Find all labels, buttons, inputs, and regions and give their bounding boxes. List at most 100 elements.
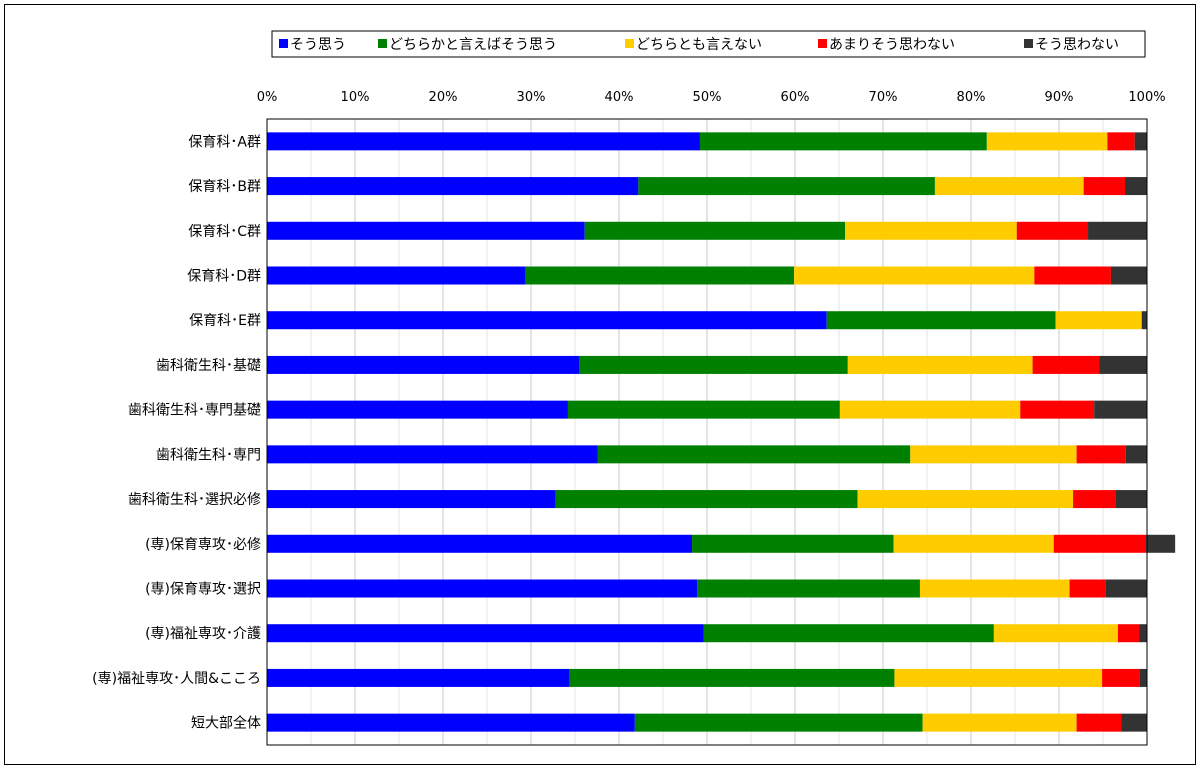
bar-segment: [1076, 713, 1122, 732]
bar-segment: [1083, 177, 1125, 196]
legend-label: そう思わない: [1035, 37, 1119, 53]
bar-segment: [1020, 400, 1095, 419]
x-tick-label: 40%: [605, 90, 634, 105]
bar-segment: [1134, 132, 1147, 151]
bar-segment: [1139, 624, 1147, 643]
bar-segment: [584, 221, 846, 240]
bar-segment: [993, 624, 1118, 643]
bar-segment: [1110, 266, 1147, 285]
x-tick-label: 60%: [781, 90, 810, 105]
legend-swatch: [625, 39, 634, 48]
legend-swatch: [378, 39, 387, 48]
category-label: 保育科･A群: [188, 134, 261, 150]
x-tick-label: 90%: [1045, 90, 1074, 105]
bar-segment: [1073, 490, 1116, 509]
category-label: 歯科衛生科･専門: [156, 447, 261, 463]
category-label: (専)保育専攻･必修: [145, 537, 261, 553]
legend-swatch: [1024, 39, 1033, 48]
bar-segment: [1121, 713, 1147, 732]
bar-segment: [910, 445, 1077, 464]
bar-segment: [267, 445, 598, 464]
bar-segment: [794, 266, 1035, 285]
category-label: 歯科衛生科･選択必修: [128, 492, 261, 508]
bar-segment: [267, 668, 570, 687]
bar-segment: [1107, 132, 1135, 151]
bar-segment: [699, 132, 987, 151]
bar-segment: [1125, 445, 1147, 464]
bar-segment: [1069, 579, 1106, 598]
bar-segment: [525, 266, 795, 285]
category-label: (専)福祉専攻･人間&こころ: [92, 671, 261, 687]
bar-segment: [1094, 400, 1147, 419]
x-axis-tick-labels: 0% 10% 20% 30% 40% 50% 60% 70% 80% 90% 100%: [257, 90, 1166, 105]
category-label: 保育科･D群: [187, 269, 261, 285]
bar-segment: [555, 490, 858, 509]
legend-swatch: [279, 39, 288, 48]
bar-segment: [267, 266, 526, 285]
x-tick-label: 100%: [1128, 90, 1165, 105]
bar-segment: [597, 445, 911, 464]
bar-segment: [692, 534, 894, 553]
category-label: 歯科衛生科･専門基礎: [128, 402, 261, 419]
x-tick-label: 50%: [693, 90, 722, 105]
category-label: (専)保育専攻･選択: [145, 582, 261, 598]
bar-segment: [934, 177, 1084, 196]
bar-segment: [267, 490, 556, 509]
bar-segment: [893, 534, 1054, 553]
bar-segment: [1102, 668, 1140, 687]
legend-label: どちらとも言えない: [636, 37, 762, 53]
x-tick-label: 0%: [257, 90, 278, 105]
bar-segment: [267, 132, 700, 151]
bar-segment: [703, 624, 994, 643]
category-label: (専)福祉専攻･介護: [145, 626, 261, 642]
bar-segment: [567, 400, 840, 419]
bar-segment: [267, 221, 585, 240]
bar-segment: [826, 311, 1056, 330]
bar-segment: [267, 177, 639, 196]
bar-segment: [1115, 490, 1147, 509]
legend-swatch: [818, 39, 827, 48]
legend-label: どちらかと言えばそう思う: [389, 37, 557, 53]
bar-segment: [1117, 624, 1140, 643]
x-tick-label: 70%: [869, 90, 898, 105]
bar-segment: [839, 400, 1021, 419]
bar-segment: [267, 311, 827, 330]
category-label: 短大部全体: [191, 715, 261, 732]
category-label: 保育科･E群: [189, 313, 261, 329]
bar-segment: [267, 624, 704, 643]
bar-segment: [1139, 668, 1147, 687]
bar-segment: [638, 177, 935, 196]
bar-segment: [267, 400, 568, 419]
category-label: 歯科衛生科･基礎: [156, 357, 261, 374]
legend-box: [271, 30, 1146, 58]
bar-segment: [569, 668, 895, 687]
bar-segment: [919, 579, 1070, 598]
bar-segment: [1125, 177, 1147, 196]
bar-segment: [267, 713, 635, 732]
legend-label: あまりそう思わない: [829, 37, 955, 53]
bar-segment: [986, 132, 1108, 151]
bar-segment: [847, 355, 1033, 374]
bars: [267, 132, 1176, 732]
category-label: 保育科･B群: [188, 179, 261, 195]
bar-segment: [857, 490, 1074, 509]
bar-segment: [267, 534, 693, 553]
plot-area-border: [266, 118, 1148, 746]
x-tick-label: 30%: [517, 90, 546, 105]
bar-segment: [1055, 311, 1142, 330]
legend-label: そう思う: [290, 37, 346, 53]
x-tick-label: 80%: [957, 90, 986, 105]
bar-segment: [922, 713, 1077, 732]
x-tick-label: 10%: [341, 90, 370, 105]
bar-segment: [267, 355, 580, 374]
bar-segment: [1146, 534, 1176, 553]
bar-segment: [894, 668, 1103, 687]
x-tick-label: 20%: [429, 90, 458, 105]
bar-segment: [697, 579, 920, 598]
category-label: 保育科･C群: [188, 224, 261, 240]
legend: そう思う どちらかと言えばそう思う どちらとも言えない あまりそう思わない そう思わない: [271, 30, 1146, 58]
bar-segment: [1016, 221, 1089, 240]
bar-segment: [634, 713, 923, 732]
bar-segment: [1099, 355, 1147, 374]
